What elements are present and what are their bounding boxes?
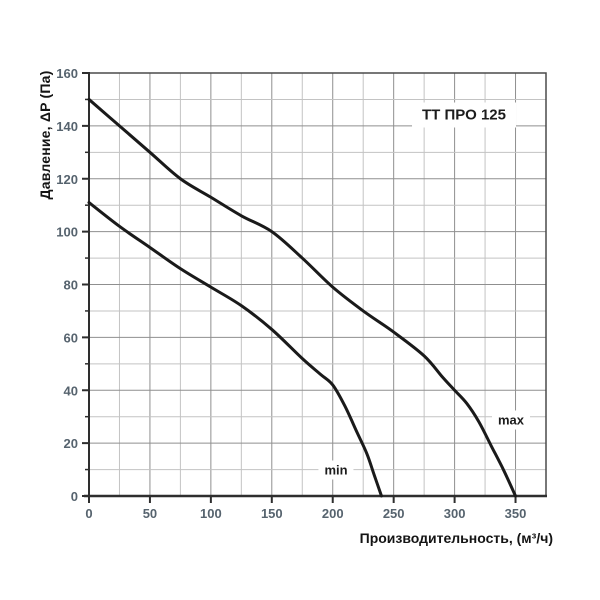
max-curve-label: max (491, 410, 531, 430)
x-tick-label: 100 (200, 506, 222, 521)
y-tick-label: 40 (64, 383, 78, 398)
y-tick-label: 160 (56, 66, 78, 81)
x-tick-label: 350 (505, 506, 527, 521)
x-tick-label: 150 (261, 506, 283, 521)
x-tick-label: 200 (322, 506, 344, 521)
y-tick-label: 0 (71, 489, 78, 504)
x-tick-label: 50 (143, 506, 157, 521)
y-tick-label: 20 (64, 436, 78, 451)
x-tick-label: 0 (85, 506, 92, 521)
x-tick-label: 300 (444, 506, 466, 521)
y-tick-label: 80 (64, 278, 78, 293)
y-axis-title: Давление, ΔP (Па) (37, 70, 53, 200)
y-tick-label: 100 (56, 225, 78, 240)
y-tick-label: 120 (56, 172, 78, 187)
x-tick-label: 250 (383, 506, 405, 521)
min-curve-label: min (318, 460, 354, 480)
chart-title: ТТ ПРО 125 (412, 102, 516, 128)
max-curve (87, 97, 518, 498)
min-curve (87, 201, 383, 498)
y-tick-label: 60 (64, 330, 78, 345)
x-axis-title: Производительность, (м³/ч) (359, 530, 553, 546)
y-tick-label: 140 (56, 119, 78, 134)
